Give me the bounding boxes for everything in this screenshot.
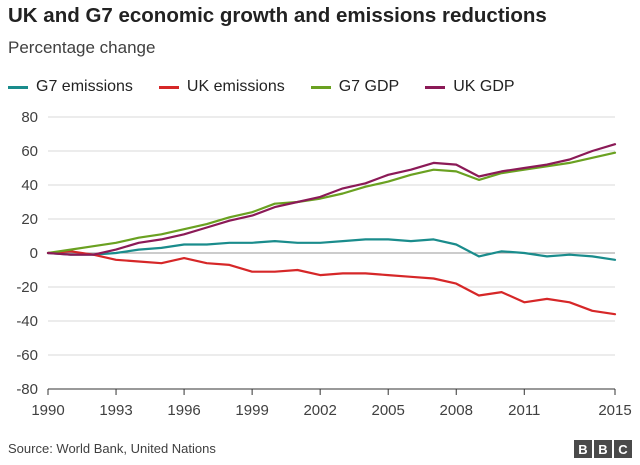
y-tick-label: -40 [16, 313, 38, 330]
y-tick-label: 0 [30, 245, 38, 262]
x-tick-label: 2008 [440, 402, 473, 419]
legend-swatch-g7-emissions [8, 85, 28, 89]
chart-legend: G7 emissions UK emissions G7 GDP UK GDP [8, 76, 541, 98]
x-tick-label: 1990 [31, 402, 64, 419]
x-tick-label: 1999 [235, 402, 268, 419]
x-tick-label: 2015 [598, 402, 631, 419]
bbc-logo-letter-2: B [594, 440, 612, 458]
legend-label-g7-gdp: G7 GDP [338, 78, 400, 95]
legend-item-uk-gdp: UK GDP [425, 78, 515, 96]
legend-swatch-g7-gdp [310, 85, 331, 89]
x-tick-label: 2011 [508, 402, 540, 419]
y-tick-label: 40 [21, 177, 38, 194]
bbc-logo: B B C [574, 440, 632, 458]
legend-label-uk-emissions: UK emissions [186, 78, 285, 95]
y-tick-label: -20 [16, 279, 38, 296]
legend-label-g7-emissions: G7 emissions [36, 78, 133, 95]
legend-swatch-uk-emissions [158, 85, 179, 89]
y-tick-label: 60 [21, 143, 38, 160]
legend-item-g7-gdp: G7 GDP [310, 78, 400, 96]
legend-swatch-uk-gdp [425, 85, 446, 89]
y-tick-label: -80 [16, 381, 38, 398]
legend-item-g7-emissions: G7 emissions [8, 78, 133, 96]
y-tick-label: 80 [21, 109, 38, 126]
x-tick-label: 1996 [167, 402, 200, 419]
chart-subtitle: Percentage change [8, 38, 156, 57]
series-line-g7-gdp [46, 151, 617, 255]
source-note: Source: World Bank, United Nations [8, 441, 216, 456]
legend-item-uk-emissions: UK emissions [158, 78, 285, 96]
series-line-g7-emissions [46, 238, 617, 261]
legend-label-uk-gdp: UK GDP [453, 78, 515, 95]
bbc-logo-letter-1: B [574, 440, 592, 458]
x-tick-label: 1993 [99, 402, 132, 419]
y-tick-label: 20 [21, 211, 38, 228]
chart-title: UK and G7 economic growth and emissions … [8, 4, 547, 27]
series-line-uk-emissions [46, 250, 617, 316]
y-tick-label: -60 [16, 347, 38, 364]
bbc-logo-letter-3: C [614, 440, 632, 458]
series-line-uk-gdp [46, 143, 617, 256]
x-tick-label: 2005 [372, 402, 405, 419]
x-tick-label: 2002 [303, 402, 336, 419]
